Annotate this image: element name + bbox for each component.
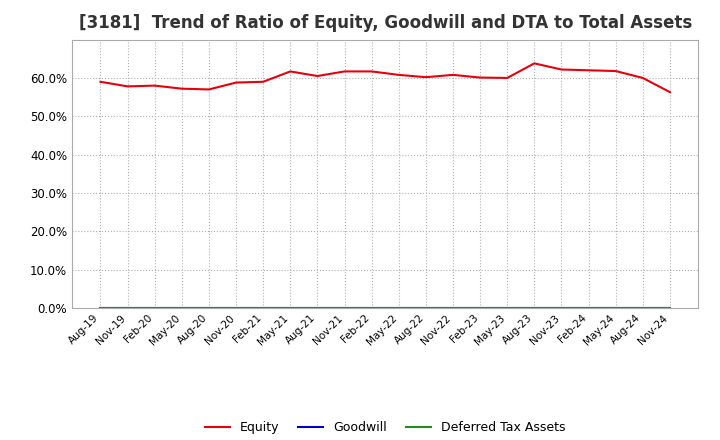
Deferred Tax Assets: [503, 305, 511, 311]
Deferred Tax Assets: [96, 305, 105, 311]
Equity: [421, 74, 430, 80]
Goodwill: [123, 305, 132, 311]
Goodwill: [367, 305, 376, 311]
Equity: [557, 67, 566, 72]
Equity: [611, 68, 620, 73]
Deferred Tax Assets: [639, 305, 647, 311]
Goodwill: [449, 305, 457, 311]
Equity: [395, 72, 403, 77]
Deferred Tax Assets: [123, 305, 132, 311]
Goodwill: [313, 305, 322, 311]
Deferred Tax Assets: [178, 305, 186, 311]
Equity: [449, 72, 457, 77]
Goodwill: [286, 305, 294, 311]
Goodwill: [421, 305, 430, 311]
Goodwill: [611, 305, 620, 311]
Equity: [232, 80, 240, 85]
Equity: [665, 89, 674, 95]
Goodwill: [584, 305, 593, 311]
Goodwill: [204, 305, 213, 311]
Goodwill: [557, 305, 566, 311]
Goodwill: [150, 305, 159, 311]
Goodwill: [665, 305, 674, 311]
Deferred Tax Assets: [557, 305, 566, 311]
Goodwill: [178, 305, 186, 311]
Deferred Tax Assets: [395, 305, 403, 311]
Deferred Tax Assets: [259, 305, 268, 311]
Deferred Tax Assets: [150, 305, 159, 311]
Deferred Tax Assets: [530, 305, 539, 311]
Equity: [367, 69, 376, 74]
Equity: [150, 83, 159, 88]
Deferred Tax Assets: [665, 305, 674, 311]
Goodwill: [341, 305, 349, 311]
Equity: [286, 69, 294, 74]
Equity: [204, 87, 213, 92]
Title: [3181]  Trend of Ratio of Equity, Goodwill and DTA to Total Assets: [3181] Trend of Ratio of Equity, Goodwil…: [78, 15, 692, 33]
Equity: [341, 69, 349, 74]
Equity: [313, 73, 322, 79]
Deferred Tax Assets: [611, 305, 620, 311]
Deferred Tax Assets: [232, 305, 240, 311]
Goodwill: [96, 305, 105, 311]
Goodwill: [530, 305, 539, 311]
Equity: [639, 75, 647, 81]
Goodwill: [476, 305, 485, 311]
Equity: [584, 68, 593, 73]
Deferred Tax Assets: [341, 305, 349, 311]
Equity: [503, 75, 511, 81]
Goodwill: [503, 305, 511, 311]
Equity: [259, 79, 268, 84]
Equity: [96, 79, 105, 84]
Line: Equity: Equity: [101, 63, 670, 92]
Equity: [476, 75, 485, 80]
Legend: Equity, Goodwill, Deferred Tax Assets: Equity, Goodwill, Deferred Tax Assets: [200, 416, 570, 439]
Deferred Tax Assets: [313, 305, 322, 311]
Deferred Tax Assets: [286, 305, 294, 311]
Goodwill: [639, 305, 647, 311]
Equity: [530, 61, 539, 66]
Goodwill: [259, 305, 268, 311]
Deferred Tax Assets: [449, 305, 457, 311]
Deferred Tax Assets: [204, 305, 213, 311]
Equity: [178, 86, 186, 92]
Goodwill: [232, 305, 240, 311]
Deferred Tax Assets: [476, 305, 485, 311]
Deferred Tax Assets: [421, 305, 430, 311]
Deferred Tax Assets: [584, 305, 593, 311]
Deferred Tax Assets: [367, 305, 376, 311]
Goodwill: [395, 305, 403, 311]
Equity: [123, 84, 132, 89]
